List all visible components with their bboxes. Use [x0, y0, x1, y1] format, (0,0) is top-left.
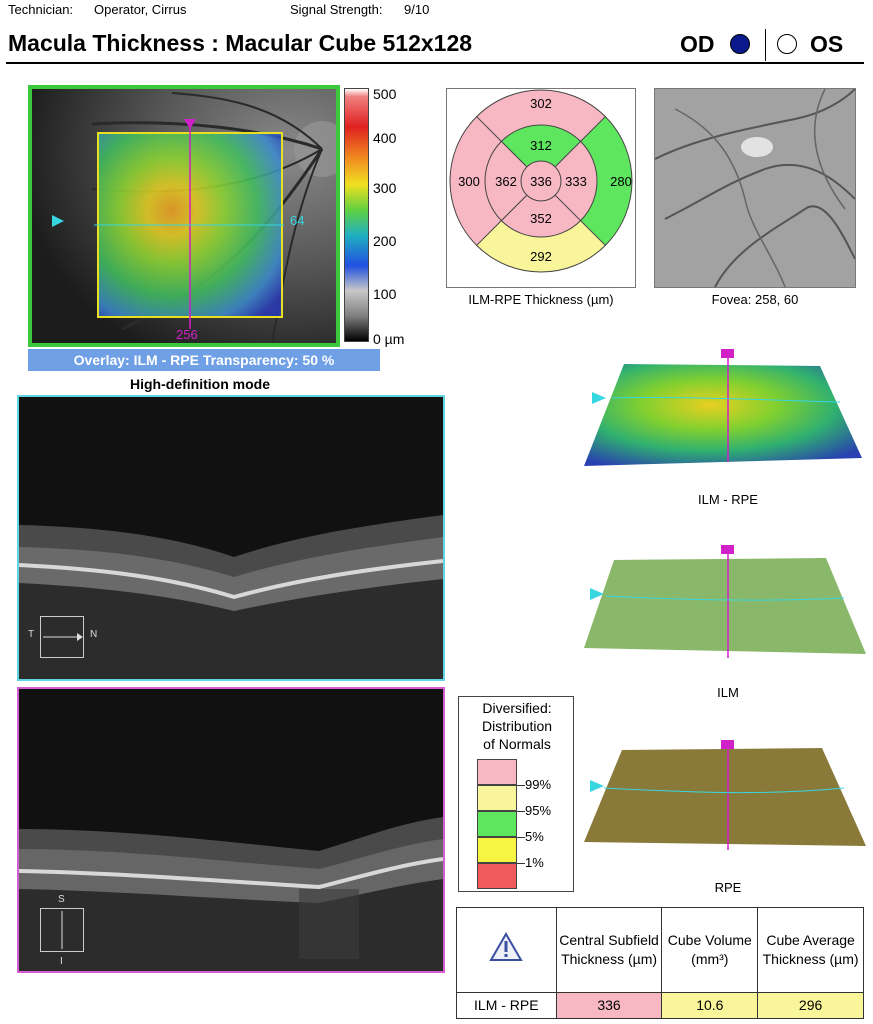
scale-tick-100: 100 [373, 286, 397, 302]
fovea-slo-image [654, 88, 856, 288]
legend-swatch-1 [477, 837, 517, 863]
thickness-color-scale [344, 88, 369, 342]
legend-title-line: Diversified: [482, 700, 552, 716]
scale-tick-500: 500 [373, 86, 397, 102]
legend-tick [517, 811, 525, 812]
warning-cell [456, 907, 557, 993]
surface-rpe-image [584, 740, 866, 850]
scale-tick-300: 300 [373, 180, 397, 196]
eye-os-radio[interactable] [777, 34, 797, 54]
legend-label-95: 95% [525, 803, 552, 818]
legend-swatch-below-1 [477, 863, 517, 889]
legend-title: Diversified: Distribution of Normals [459, 699, 575, 753]
summary-table: Central Subfield Thickness (µm) Cube Vol… [456, 907, 864, 1020]
central-subfield-value: 336 [555, 991, 663, 1020]
temporal-inner-value: 362 [495, 174, 517, 189]
legend-swatch-5 [477, 811, 517, 837]
cube-average-value: 296 [757, 991, 864, 1020]
vertical-bscan[interactable] [17, 687, 445, 973]
header-central-subfield: Central Subfield Thickness (µm) [555, 907, 663, 993]
eye-od-label: OD [680, 31, 715, 57]
inferior-outer-value: 292 [530, 249, 552, 264]
header-cube-average: Cube Average Thickness (µm) [757, 907, 864, 993]
vertical-scan-number: 256 [176, 327, 198, 342]
eye-os-label: OS [810, 31, 844, 57]
header-divider [6, 62, 864, 64]
bscan-orientation-i: I [60, 956, 63, 967]
technician-value: Operator, Cirrus [94, 2, 187, 17]
bscan-orientation-tn [40, 616, 84, 658]
horizontal-scan-number: 64 [290, 213, 305, 228]
scale-tick-0: 0 µm [373, 331, 405, 347]
horizontal-scan-marker-icon [52, 214, 66, 233]
scale-tick-400: 400 [373, 130, 397, 146]
horizontal-bscan-image [19, 397, 443, 679]
surface-rpe-caption: RPE [714, 880, 742, 895]
header-cube-volume: Cube Volume (mm³) [661, 907, 759, 993]
bscan-orientation-t: T [28, 629, 35, 640]
temporal-outer-value: 300 [458, 174, 480, 189]
nasal-outer-value: 280 [610, 174, 632, 189]
legend-title-line: Distribution [481, 718, 553, 734]
normals-legend: Diversified: Distribution of Normals 99%… [458, 696, 574, 892]
surface-ilm-image [584, 545, 866, 658]
legend-title-line: of Normals [483, 736, 551, 752]
legend-label-99: 99% [525, 777, 552, 792]
legend-swatch-95 [477, 785, 517, 811]
superior-outer-value: 302 [530, 96, 552, 111]
legend-label-1: 1% [525, 855, 544, 870]
surface-ilm-caption: ILM [717, 685, 739, 700]
technician-label: Technician: [8, 2, 74, 17]
legend-swatch-99 [477, 759, 517, 785]
row-label-ilm-rpe: ILM - RPE [456, 991, 557, 1020]
signal-strength-value: 9/10 [404, 2, 430, 17]
eye-separator [765, 29, 766, 61]
superior-inner-value: 312 [530, 138, 552, 153]
etdrs-thickness-grid: 302 300 280 292 312 362 336 333 352 [446, 88, 636, 288]
color-scale-labels: 500 400 300 200 100 0 µm [373, 86, 413, 348]
bscan-orientation-s: S [58, 894, 65, 905]
etdrs-grid-chart: 302 300 280 292 312 362 336 333 352 [449, 89, 633, 273]
surface-ilm-rpe-image [584, 349, 862, 466]
fovea-caption: Fovea: 258, 60 [711, 292, 799, 307]
legend-tick [517, 785, 525, 786]
fundus-thickness-map[interactable] [28, 85, 350, 347]
surface-rpe[interactable] [582, 738, 872, 856]
legend-tick [517, 837, 525, 838]
eye-od-radio[interactable] [730, 34, 750, 54]
fovea-image [654, 88, 856, 288]
high-definition-mode-label: High-definition mode [130, 376, 270, 392]
vertical-bscan-image [19, 689, 443, 971]
bscan-orientation-si [40, 908, 84, 952]
surface-ilm-rpe-caption: ILM - RPE [698, 492, 758, 507]
horizontal-bscan[interactable] [17, 395, 445, 681]
warning-triangle-icon [489, 932, 524, 962]
surface-ilm[interactable] [582, 542, 872, 662]
bscan-orientation-n: N [90, 629, 98, 640]
legend-tick [517, 863, 525, 864]
legend-label-5: 5% [525, 829, 544, 844]
nasal-inner-value: 333 [565, 174, 587, 189]
grid-caption: ILM-RPE Thickness (µm) [468, 292, 614, 307]
overlay-settings-bar[interactable]: Overlay: ILM - RPE Transparency: 50 % [28, 349, 380, 371]
center-value: 336 [530, 174, 552, 189]
scale-tick-200: 200 [373, 233, 397, 249]
cube-volume-value: 10.6 [661, 991, 759, 1020]
signal-strength-label: Signal Strength: [290, 2, 383, 17]
page-title: Macula Thickness : Macular Cube 512x128 [8, 30, 473, 56]
surface-ilm-rpe[interactable] [582, 346, 872, 472]
inferior-inner-value: 352 [530, 211, 552, 226]
